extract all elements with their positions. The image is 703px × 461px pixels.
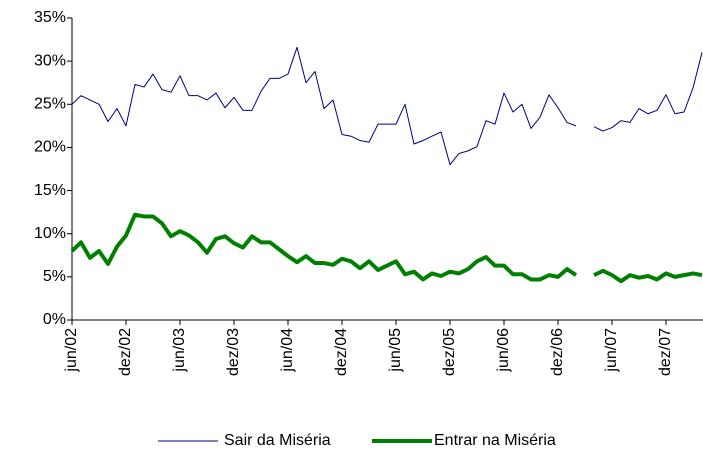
y-tick-label: 25% xyxy=(34,96,66,113)
x-tick-label: dez/02 xyxy=(117,328,134,376)
y-tick-label: 5% xyxy=(43,268,66,285)
x-tick-label: dez/04 xyxy=(333,328,350,376)
series-line xyxy=(70,212,703,284)
x-tick-label: dez/03 xyxy=(225,328,242,376)
x-tick-label: jun/03 xyxy=(171,328,188,373)
series-line xyxy=(71,46,703,166)
x-tick-label: dez/05 xyxy=(441,328,458,376)
x-tick-label: jun/06 xyxy=(495,328,512,373)
x-tick-label: jun/05 xyxy=(387,328,404,373)
x-tick-label: dez/06 xyxy=(549,328,566,376)
x-tick-label: dez/07 xyxy=(657,328,674,376)
y-tick-label: 20% xyxy=(34,139,66,156)
y-tick-label: 10% xyxy=(34,225,66,242)
x-tick-label: jun/07 xyxy=(603,328,620,373)
x-tick-label: jun/04 xyxy=(279,328,296,373)
x-tick-label: jun/02 xyxy=(63,328,80,373)
legend-label: Sair da Miséria xyxy=(224,432,331,449)
y-tick-label: 0% xyxy=(43,311,66,328)
y-tick-label: 15% xyxy=(34,182,66,199)
y-tick-label: 30% xyxy=(34,52,66,69)
legend-label: Entrar na Miséria xyxy=(434,432,556,449)
y-tick-label: 35% xyxy=(34,9,66,26)
